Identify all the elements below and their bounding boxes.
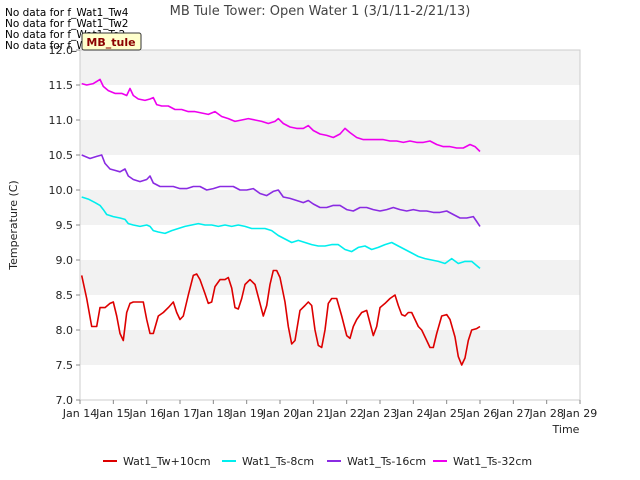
y-tick-label: 10.0 (49, 184, 74, 197)
background-bands (80, 50, 580, 400)
grid-band (80, 330, 580, 365)
x-tick-label: Jan 19 (228, 407, 263, 420)
grid-band (80, 120, 580, 155)
x-tick-label: Jan 21 (295, 407, 330, 420)
x-tick-label: Jan 26 (462, 407, 497, 420)
y-tick-label: 9.0 (56, 254, 74, 267)
grid-band (80, 155, 580, 190)
series-line-wat1-tw-10cm (80, 269, 481, 366)
grid-band (80, 190, 580, 225)
x-tick-label: Jan 27 (495, 407, 530, 420)
y-tick-label: 7.0 (56, 394, 74, 407)
y-tick-label: 9.5 (56, 219, 74, 232)
y-axis-label: Temperature (C) (7, 180, 20, 270)
y-axis: 7.0 7.5 8.0 8.5 9.0 9.5 10.0 10.5 11.0 11.5 12.0 (49, 44, 80, 407)
x-tick-label: Jan 23 (362, 407, 397, 420)
tooltip-label: MB_tule (86, 36, 135, 49)
grid-band (80, 85, 580, 120)
series-line-wat1-ts-16cm (81, 154, 481, 227)
y-tick-label: 8.5 (56, 289, 74, 302)
grid-band (80, 260, 580, 295)
legend-item: Wat1_Ts-8cm (222, 455, 314, 468)
x-tick-label: Jan 25 (428, 407, 463, 420)
x-tick-label: Jan 14 (62, 407, 97, 420)
y-tick-label: 8.0 (56, 324, 74, 337)
y-tick-label: 7.5 (56, 359, 74, 372)
x-tick-label: Jan 17 (162, 407, 197, 420)
grid-band (80, 50, 580, 85)
legend-item: Wat1_Ts-16cm (327, 455, 426, 468)
y-tick-label: 11.5 (49, 79, 74, 92)
series-line-wat1-ts-32cm (81, 78, 481, 153)
no-data-message-3: No data for f_Wat1_Ts2 (5, 29, 126, 41)
series-layer (80, 78, 481, 366)
x-tick-label: Jan 22 (328, 407, 363, 420)
x-tick-label: Jan 24 (395, 407, 430, 420)
x-tick-label: Jan 28 (528, 407, 563, 420)
legend-label: Wat1_Tw+10cm (123, 455, 211, 468)
series-line-wat1-ts-8cm (81, 196, 481, 270)
x-tick-label: Jan 29 (562, 407, 597, 420)
grid-band (80, 365, 580, 400)
y-tick-label: 12.0 (49, 44, 74, 57)
legend-label: Wat1_Ts-32cm (453, 455, 532, 468)
legend: Wat1_Tw+10cm Wat1_Ts-8cm Wat1_Ts-16cm Wat1_… (103, 455, 532, 468)
x-tick-label: Jan 15 (95, 407, 130, 420)
y-tick-label: 11.0 (49, 114, 74, 127)
legend-label: Wat1_Ts-8cm (242, 455, 314, 468)
legend-label: Wat1_Ts-16cm (347, 455, 426, 468)
no-data-message-2: No data for f_Wat1_Tw2 (5, 18, 129, 30)
x-axis-label: Time (552, 423, 580, 436)
chart-title: MB Tule Tower: Open Water 1 (3/1/11-2/21… (170, 4, 471, 19)
tooltip-box[interactable]: MB_tule (81, 32, 142, 51)
legend-item: Wat1_Tw+10cm (103, 455, 211, 468)
y-tick-label: 10.5 (49, 149, 74, 162)
x-tick-label: Jan 20 (262, 407, 297, 420)
legend-item: Wat1_Ts-32cm (433, 455, 532, 468)
no-data-message-4: No data for f_Wat1_Tw1 (5, 40, 129, 52)
x-tick-label: Jan 18 (195, 407, 230, 420)
grid-band (80, 225, 580, 260)
tooltip-background (81, 32, 142, 51)
x-tick-label: Jan 16 (128, 407, 163, 420)
no-data-message-1: No data for f_Wat1_Tw4 (5, 7, 129, 19)
